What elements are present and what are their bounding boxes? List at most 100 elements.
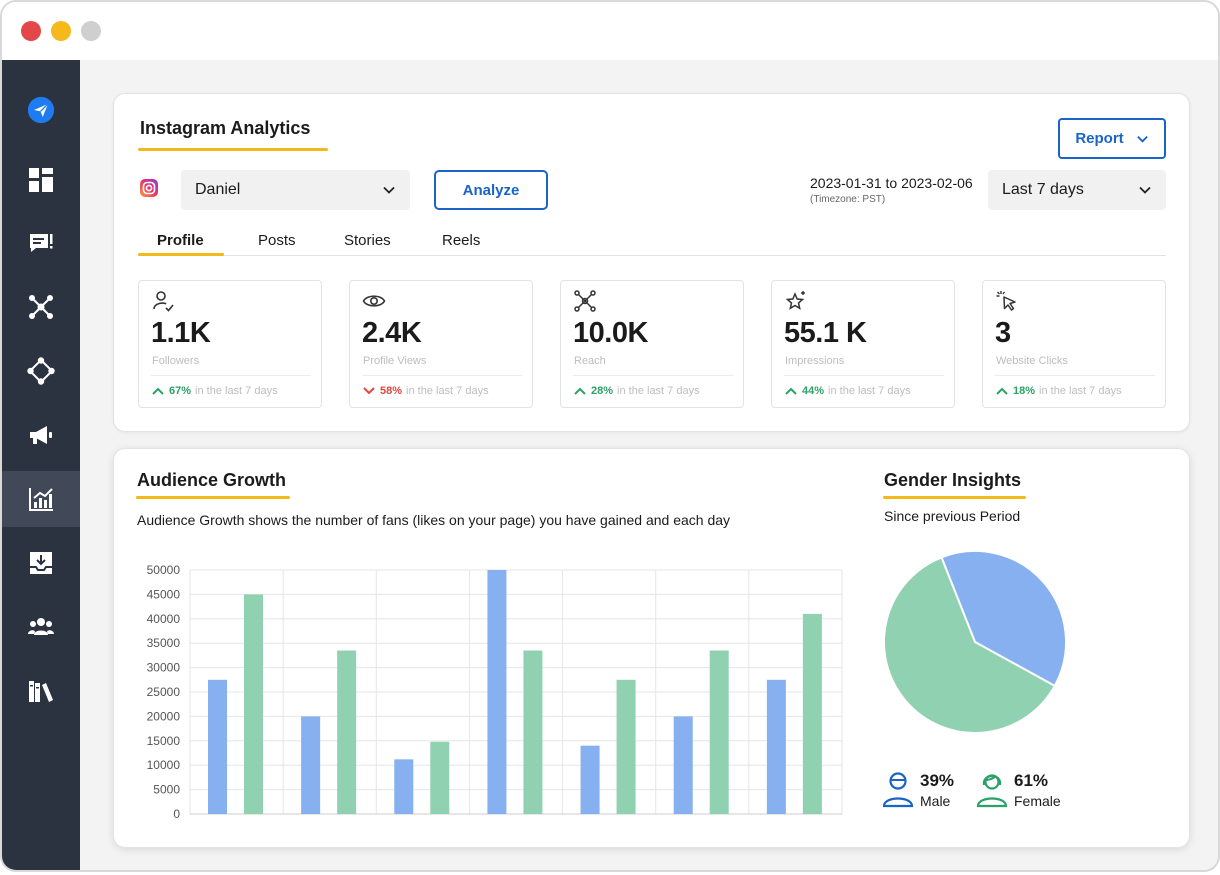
bar bbox=[673, 716, 693, 814]
growth-title-underline bbox=[136, 496, 290, 499]
analyze-button[interactable]: Analyze bbox=[434, 170, 548, 210]
sidebar-item-campaigns[interactable] bbox=[2, 407, 80, 463]
cursor-click-icon bbox=[996, 291, 1016, 311]
metric-value: 1.1K bbox=[151, 317, 211, 349]
bar bbox=[337, 650, 357, 814]
y-tick-label: 25000 bbox=[147, 685, 181, 699]
close-window-button[interactable] bbox=[21, 21, 41, 41]
trend-suffix: in the last 7 days bbox=[828, 385, 911, 397]
metric-card-profile-views[interactable]: 2.4K Profile Views 58% in the last 7 day… bbox=[349, 280, 533, 408]
audience-growth-description: Audience Growth shows the number of fans… bbox=[137, 512, 731, 528]
metric-card-reach[interactable]: 10.0K Reach 28% in the last 7 days bbox=[560, 280, 744, 408]
bar bbox=[208, 679, 227, 814]
male-percent: 39% bbox=[920, 771, 955, 790]
metric-value: 55.1 K bbox=[784, 317, 867, 349]
metric-card-followers[interactable]: 1.1K Followers 67% in the last 7 days bbox=[138, 280, 322, 408]
minimize-window-button[interactable] bbox=[51, 21, 71, 41]
y-tick-label: 45000 bbox=[147, 587, 181, 601]
report-label: Report bbox=[1075, 130, 1124, 147]
tab-profile[interactable]: Profile bbox=[157, 232, 204, 249]
metric-divider bbox=[362, 375, 522, 376]
y-tick-label: 5000 bbox=[153, 783, 180, 797]
eye-icon bbox=[362, 295, 386, 307]
bar bbox=[430, 741, 450, 814]
report-button[interactable]: Report bbox=[1058, 118, 1166, 159]
tab-stories[interactable]: Stories bbox=[344, 232, 391, 249]
title-underline bbox=[138, 148, 328, 151]
sidebar-item-network[interactable] bbox=[2, 279, 80, 335]
gender-insights-subtitle: Since previous Period bbox=[884, 508, 1021, 524]
chat-list-icon bbox=[30, 234, 53, 252]
metric-value: 3 bbox=[995, 317, 1011, 349]
male-label: Male bbox=[920, 793, 951, 809]
metric-card-impressions[interactable]: 55.1 K Impressions 44% in the last 7 day… bbox=[771, 280, 955, 408]
bar bbox=[766, 679, 786, 814]
bar bbox=[394, 759, 414, 814]
female-label: Female bbox=[1014, 793, 1061, 809]
bar bbox=[802, 613, 822, 814]
books-icon bbox=[29, 681, 53, 702]
bar bbox=[301, 716, 321, 814]
y-tick-label: 50000 bbox=[147, 563, 181, 577]
sidebar-item-team[interactable] bbox=[2, 599, 80, 655]
sidebar-item-library[interactable] bbox=[2, 663, 80, 719]
megaphone-icon bbox=[30, 426, 52, 444]
trend-percent: 67% bbox=[169, 385, 192, 397]
bar bbox=[709, 650, 729, 814]
tabs-divider bbox=[138, 255, 1166, 256]
female-user-icon bbox=[976, 774, 1008, 808]
audience-card: Audience Growth Audience Growth shows th… bbox=[113, 448, 1190, 848]
active-tab-indicator bbox=[138, 253, 224, 256]
account-value: Daniel bbox=[195, 181, 241, 198]
trend-suffix: in the last 7 days bbox=[406, 385, 489, 397]
chevron-down-icon bbox=[1136, 135, 1148, 143]
sidebar-item-send[interactable] bbox=[2, 82, 80, 138]
y-tick-label: 20000 bbox=[147, 709, 181, 723]
audience-growth-chart: 0 5000 10000 15000 20000 25000 30000 35000 40000… bbox=[147, 563, 843, 821]
star-sparkle-icon bbox=[785, 291, 805, 310]
period-value: Last 7 days bbox=[1002, 181, 1084, 198]
metric-label: Website Clicks bbox=[996, 355, 1068, 367]
analytics-title: Instagram Analytics bbox=[140, 118, 311, 138]
audience-growth-title: Audience Growth bbox=[137, 470, 287, 490]
trend-up-icon bbox=[785, 387, 797, 395]
sidebar bbox=[2, 60, 80, 870]
legend-female: 61% Female bbox=[976, 771, 1061, 809]
sidebar-item-analytics[interactable] bbox=[2, 471, 80, 527]
metric-card-website-clicks[interactable]: 3 Website Clicks 18% in the last 7 days bbox=[982, 280, 1166, 408]
gender-insights-title: Gender Insights bbox=[884, 470, 1022, 490]
metric-label: Followers bbox=[152, 355, 200, 367]
pie-slice-female bbox=[883, 556, 1057, 734]
sidebar-item-downloads[interactable] bbox=[2, 535, 80, 591]
gender-title-underline bbox=[883, 496, 1026, 499]
sidebar-item-messages[interactable] bbox=[2, 215, 80, 271]
trend-percent: 18% bbox=[1013, 385, 1036, 397]
metric-label: Impressions bbox=[785, 355, 845, 367]
date-range: 2023-01-31 to 2023-02-06 bbox=[810, 175, 973, 191]
maximize-window-button[interactable] bbox=[81, 21, 101, 41]
period-select[interactable]: Last 7 days bbox=[988, 170, 1166, 210]
inbox-download-icon bbox=[30, 552, 52, 574]
tab-reels[interactable]: Reels bbox=[442, 232, 481, 249]
tab-posts[interactable]: Posts bbox=[258, 232, 296, 249]
sidebar-item-connections[interactable] bbox=[2, 343, 80, 399]
trend-up-icon bbox=[152, 387, 164, 395]
metric-trend: 28% in the last 7 days bbox=[573, 385, 700, 397]
trend-percent: 28% bbox=[591, 385, 614, 397]
metric-value: 2.4K bbox=[362, 317, 422, 349]
metric-trend: 67% in the last 7 days bbox=[151, 385, 278, 397]
users-icon bbox=[28, 618, 54, 635]
metric-divider bbox=[995, 375, 1155, 376]
sidebar-item-dashboard[interactable] bbox=[2, 152, 80, 208]
paper-plane-icon bbox=[27, 96, 55, 124]
y-tick-label: 40000 bbox=[147, 612, 181, 626]
dashboard-grid-icon bbox=[29, 168, 53, 192]
y-tick-label: 30000 bbox=[147, 661, 181, 675]
trend-percent: 58% bbox=[380, 385, 403, 397]
account-select[interactable]: Daniel bbox=[181, 170, 410, 210]
legend-male: 39% Male bbox=[882, 771, 954, 809]
diamond-nodes-icon bbox=[27, 357, 55, 385]
y-tick-label: 35000 bbox=[147, 636, 181, 650]
female-percent: 61% bbox=[1014, 771, 1049, 790]
y-tick-label: 10000 bbox=[147, 758, 181, 772]
